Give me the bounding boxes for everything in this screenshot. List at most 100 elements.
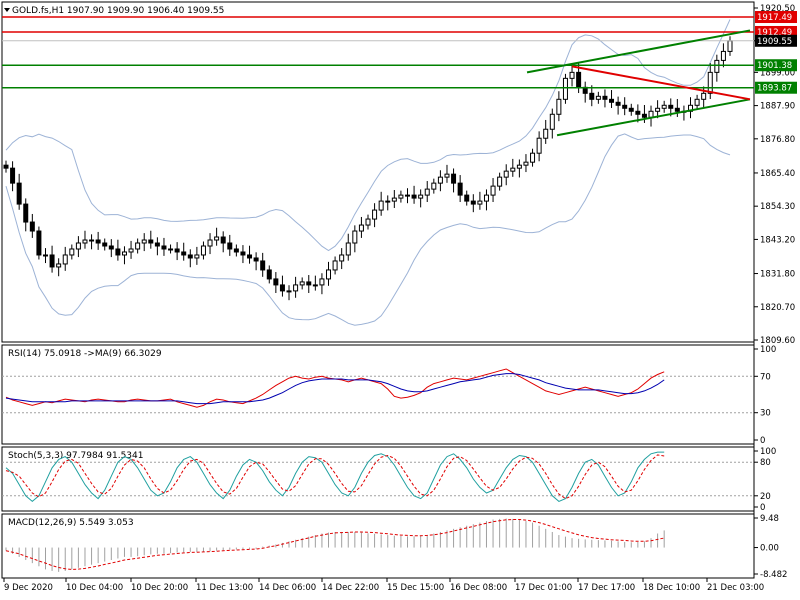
rsi-tick-label: 0: [760, 436, 765, 446]
stoch-series-line: [5, 454, 665, 500]
stoch-tick-label: 100: [760, 447, 776, 457]
stoch-tick-label: 20: [760, 492, 771, 502]
candle: [62, 254, 68, 265]
candle: [411, 194, 417, 199]
candle: [714, 59, 720, 73]
candle: [10, 167, 16, 184]
candle: [69, 248, 75, 256]
candle: [365, 218, 371, 226]
chart-header: GOLD.fs,H1 1907.90 1909.90 1906.40 1909.…: [12, 6, 224, 16]
macd-tick-label: 0.00: [760, 544, 779, 554]
candle: [404, 194, 410, 197]
candle: [477, 200, 483, 205]
candle: [319, 278, 325, 286]
rsi-series-line: [5, 373, 665, 405]
level-tag-bg: [755, 11, 797, 24]
level-tag-bg: [755, 81, 797, 94]
candle: [635, 110, 641, 115]
candle: [187, 254, 193, 259]
time-axis-label: 18 Dec 10:00: [643, 583, 700, 593]
candle: [75, 242, 81, 250]
candle: [214, 236, 220, 241]
candle: [174, 248, 180, 253]
candle: [378, 200, 384, 211]
candle: [720, 50, 726, 61]
price-tick-label: 1887.90: [760, 102, 795, 112]
bollinger-upper: [5, 19, 731, 252]
candle: [622, 104, 628, 109]
candle: [661, 104, 667, 109]
candle: [29, 221, 35, 232]
rsi-tick-label: 30: [760, 409, 771, 419]
candle: [49, 254, 55, 268]
candle: [655, 107, 661, 112]
stoch-tick-label: 80: [760, 458, 771, 468]
candle: [128, 248, 134, 253]
candle: [279, 284, 285, 292]
candle: [536, 137, 542, 154]
candle: [181, 251, 187, 256]
candle: [352, 230, 358, 244]
bollinger-lower: [5, 133, 731, 326]
candle: [56, 263, 62, 268]
time-axis-label: 21 Dec 03:00: [707, 583, 764, 593]
candle: [253, 257, 259, 262]
candle: [641, 113, 647, 118]
candle: [141, 239, 147, 244]
candle: [339, 254, 345, 262]
candle: [148, 239, 154, 244]
candle: [108, 245, 114, 250]
level-tag-label: 1917.49: [757, 13, 792, 23]
macd-signal-line: [5, 519, 665, 570]
candle: [418, 194, 424, 199]
candle: [200, 245, 206, 256]
chart-menu-arrow-icon[interactable]: [4, 8, 10, 12]
trendline-upper: [526, 29, 751, 74]
pane-rsi: [1, 344, 755, 445]
candle: [674, 107, 680, 112]
candle: [490, 185, 496, 196]
time-axis-label: 17 Dec 01:00: [515, 583, 572, 593]
candle: [483, 194, 489, 202]
candle: [247, 254, 253, 259]
candle: [299, 281, 305, 286]
candle: [240, 251, 246, 256]
candle: [332, 260, 338, 271]
candle: [42, 254, 48, 257]
candle: [648, 110, 654, 118]
level-tag: 1909.55: [755, 34, 797, 47]
candle: [115, 248, 121, 256]
candle: [668, 104, 674, 109]
candle: [523, 161, 529, 166]
candle: [701, 92, 707, 100]
time-axis-label: 15 Dec 15:00: [387, 583, 444, 593]
candle: [694, 98, 700, 106]
stoch-series-line: [5, 451, 665, 503]
macd-tick-label: 9.48: [760, 514, 779, 524]
candle: [358, 224, 364, 232]
price-tick-label: 1809.60: [760, 336, 795, 346]
rsi-header: RSI(14) 75.0918 ->MA(9) 66.3029: [8, 349, 162, 359]
candle: [510, 167, 516, 172]
candle: [345, 242, 351, 256]
price-tick-label: 1865.40: [760, 169, 795, 179]
level-tag-label: 1893.87: [757, 84, 792, 94]
candle: [102, 242, 108, 247]
candle: [121, 251, 127, 256]
candle: [286, 290, 292, 293]
price-tick-label: 1820.70: [760, 303, 795, 313]
candle: [233, 248, 239, 253]
level-tag: 1917.49: [755, 11, 797, 24]
candle: [457, 182, 463, 196]
candle: [161, 245, 167, 250]
candle: [95, 239, 101, 244]
candle: [266, 269, 272, 280]
candle: [82, 239, 88, 244]
candle: [628, 107, 634, 112]
candle: [562, 77, 568, 100]
candle: [260, 260, 266, 271]
candle: [556, 98, 562, 115]
candle: [595, 95, 601, 100]
